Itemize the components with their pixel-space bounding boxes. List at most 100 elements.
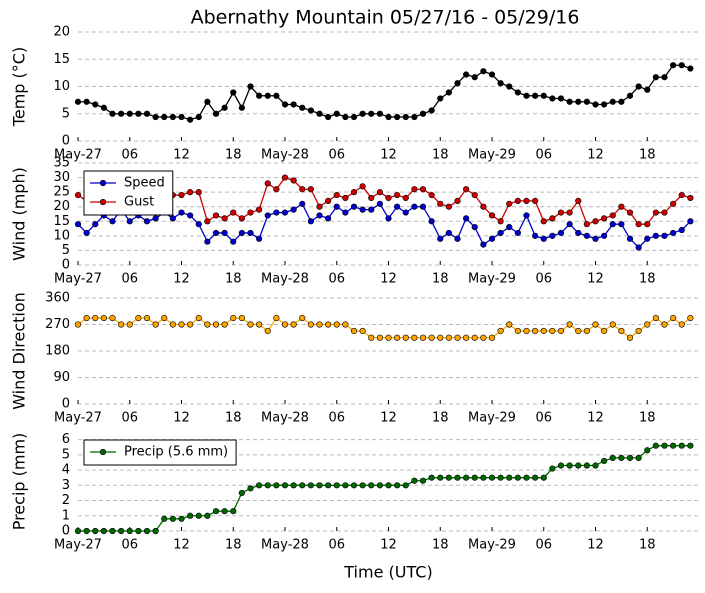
x-tick-label: May-29	[468, 538, 516, 553]
y-tick-label: 6	[62, 432, 70, 447]
x-tick-label: 12	[380, 538, 397, 553]
point	[445, 229, 452, 237]
y-tick-label: 5	[62, 243, 70, 258]
point	[601, 232, 608, 239]
point	[359, 206, 366, 213]
point	[83, 98, 90, 105]
point	[532, 327, 539, 335]
point	[428, 474, 435, 481]
point	[187, 189, 194, 196]
point	[333, 110, 340, 117]
point	[445, 89, 452, 96]
point	[359, 110, 366, 117]
point	[488, 235, 496, 242]
point	[143, 218, 151, 225]
y-tick-label: 0	[62, 524, 70, 539]
x-tick-label: 18	[639, 148, 656, 163]
y-tick-label: 15	[53, 52, 70, 67]
point	[670, 229, 677, 237]
point	[307, 321, 314, 328]
point	[109, 527, 116, 535]
point	[359, 327, 366, 335]
point	[437, 334, 444, 341]
point	[325, 197, 332, 204]
point	[281, 101, 289, 108]
point	[230, 209, 237, 216]
point	[290, 101, 297, 108]
point	[204, 512, 211, 519]
y-tick-label: 10	[53, 228, 70, 243]
point	[316, 212, 323, 219]
point	[394, 113, 401, 121]
point	[74, 98, 82, 105]
point	[273, 92, 280, 99]
y-tick-label: 2	[62, 493, 70, 508]
point	[445, 203, 452, 210]
point	[497, 80, 504, 87]
x-tick-label: May-29	[468, 148, 516, 163]
point	[350, 113, 358, 121]
point	[566, 98, 573, 105]
point	[678, 442, 685, 449]
x-tick-label: 18	[639, 272, 656, 287]
x-tick-label: 06	[535, 538, 552, 553]
point	[575, 462, 582, 469]
y-tick-label: 25	[53, 185, 70, 200]
x-tick-label: 06	[328, 148, 345, 163]
point	[74, 527, 82, 535]
point	[506, 474, 513, 481]
point	[609, 98, 616, 105]
point	[463, 186, 470, 193]
y-tick-label: 1	[62, 508, 70, 523]
point	[342, 113, 349, 121]
point	[316, 110, 323, 117]
point	[169, 113, 176, 121]
point	[618, 221, 625, 228]
point	[557, 462, 565, 469]
point	[281, 321, 289, 328]
point	[256, 321, 263, 328]
point	[109, 314, 116, 322]
point	[342, 194, 349, 202]
legend-marker	[99, 448, 107, 456]
point	[514, 327, 521, 335]
point	[290, 321, 297, 328]
point	[195, 221, 202, 228]
point	[471, 334, 478, 341]
point	[109, 110, 116, 117]
point	[454, 235, 461, 242]
point	[376, 110, 383, 117]
point	[670, 442, 677, 449]
y-tick-label: 5	[62, 447, 70, 462]
point	[342, 482, 349, 489]
point	[273, 314, 280, 322]
x-tick-label: 06	[121, 411, 138, 426]
x-tick-label: May-27	[54, 148, 102, 163]
point	[549, 232, 556, 239]
y-tick-label: 180	[45, 344, 70, 359]
point	[350, 482, 358, 489]
point	[497, 218, 504, 225]
x-tick-label: 06	[328, 272, 345, 287]
point	[428, 218, 435, 225]
point	[445, 334, 452, 341]
point	[428, 191, 435, 199]
point	[290, 206, 297, 213]
point	[290, 482, 297, 489]
point	[195, 189, 202, 196]
point	[609, 454, 616, 461]
point	[419, 334, 427, 341]
point	[661, 442, 668, 449]
point	[376, 482, 383, 489]
point	[428, 334, 435, 341]
x-tick-label: 12	[380, 148, 397, 163]
point	[299, 186, 306, 193]
point	[126, 110, 133, 117]
point	[601, 457, 608, 465]
point	[325, 482, 332, 489]
point	[316, 203, 323, 210]
point	[247, 229, 254, 237]
point	[135, 314, 142, 322]
x-tick-label: May-27	[54, 538, 102, 553]
point	[557, 229, 565, 237]
